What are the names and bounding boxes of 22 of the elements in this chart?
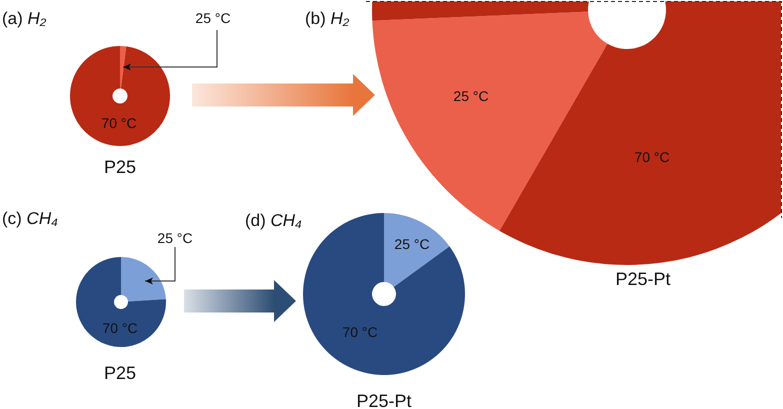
donut-slice [70,46,170,146]
slice-label: 70 °C [634,149,670,165]
text: P25-Pt [356,391,412,409]
text: P25-Pt [615,269,671,289]
donut-slice [303,213,465,375]
chart-title: (c) CH₄ [2,209,58,228]
slice-label: 25 °C [195,10,231,26]
chart-title: (a) H₂ [2,9,47,28]
donut-slice [121,257,166,302]
slice-label: 70 °C [102,320,138,336]
donut-slice [120,46,126,89]
donut-slice [76,257,166,347]
slice-label: 25 °C [394,236,430,252]
donut-slice [384,213,450,287]
slice-label: 25 °C [157,230,193,246]
chart-title: (d) CH₄ [245,211,302,230]
text: P25 [104,157,136,177]
slice-label: 25 °C [453,88,489,104]
slice-label: 70 °C [342,324,378,340]
slice-label: 70 °C [101,115,137,131]
text: P25 [104,363,136,383]
chart-title: (b) H₂ [305,9,350,28]
